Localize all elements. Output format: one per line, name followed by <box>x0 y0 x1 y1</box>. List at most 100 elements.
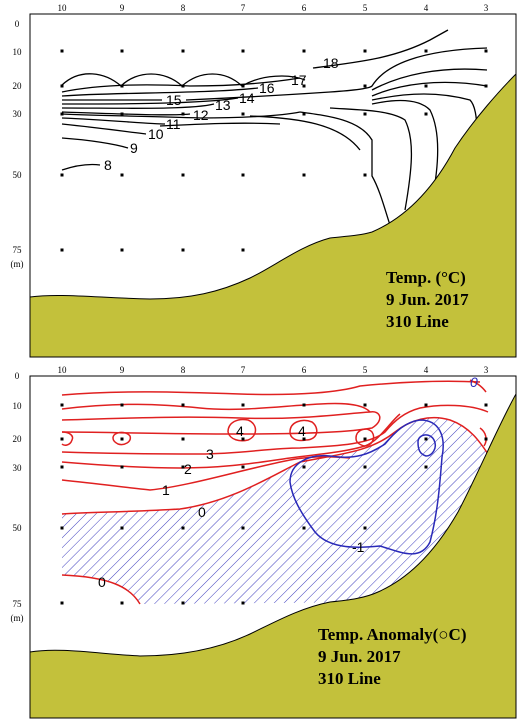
station-sample-dot <box>120 437 124 441</box>
blue-contour-minus1 <box>289 419 444 555</box>
station-sample-dot <box>302 173 306 177</box>
station-label: 8 <box>181 3 186 13</box>
station-sample-dot <box>60 84 64 88</box>
anomaly-label-2: 2 <box>184 461 192 477</box>
station-sample-dot <box>363 403 367 407</box>
station-sample-dot <box>302 49 306 53</box>
contour-16 <box>61 87 259 97</box>
station-label: 4 <box>424 3 429 13</box>
station-sample-dot <box>363 173 367 177</box>
station-sample-dot <box>302 403 306 407</box>
station-label: 9 <box>120 365 125 375</box>
station-sample-dot <box>241 437 245 441</box>
anomaly-panel: 4 4 3 2 1 0 0 -1 0 10 9 8 7 6 5 4 3 0 10… <box>0 362 532 723</box>
station-label: 3 <box>484 365 489 375</box>
station-sample-dot <box>120 465 124 469</box>
red-circle-9 <box>112 431 132 446</box>
red-contour-3-level <box>61 404 489 455</box>
anomaly-station-labels: 10 9 8 7 6 5 4 3 <box>58 365 489 375</box>
station-sample-dot <box>363 437 367 441</box>
label-13: 13 <box>215 97 231 113</box>
temperature-contour-labels: 18 17 16 15 14 13 12 11 10 9 8 <box>104 55 339 173</box>
station-sample-dot <box>424 465 428 469</box>
contour-15b <box>185 47 488 101</box>
station-sample-dot <box>120 601 124 605</box>
contour-right-a <box>371 68 488 91</box>
temperature-sea-bottom <box>29 72 517 358</box>
label-10: 10 <box>148 126 164 142</box>
contour-18 <box>312 29 449 69</box>
station-sample-dot <box>363 112 367 116</box>
station-label: 3 <box>484 3 489 13</box>
station-sample-dot <box>241 248 245 252</box>
station-sample-dot <box>60 49 64 53</box>
depth-label: 50 <box>13 523 23 533</box>
station-sample-dot <box>181 49 185 53</box>
red-circle-10 <box>61 431 74 446</box>
red-contour-4a <box>227 418 257 442</box>
title-line-3: 310 Line <box>318 669 381 688</box>
anomaly-label-3: 3 <box>206 446 214 462</box>
label-8: 8 <box>104 157 112 173</box>
station-sample-dot <box>181 248 185 252</box>
temperature-station-labels: 10 9 8 7 6 5 4 3 <box>58 3 489 13</box>
depth-label: 10 <box>13 47 23 57</box>
station-sample-dot <box>302 465 306 469</box>
station-sample-dot <box>120 403 124 407</box>
contour-lower-right <box>249 115 361 151</box>
station-label: 5 <box>363 3 368 13</box>
station-sample-dot <box>181 403 185 407</box>
anomaly-depth-labels: 0 10 20 30 50 75 (m) <box>11 371 24 623</box>
label-17: 17 <box>291 72 307 88</box>
station-label: 10 <box>58 365 68 375</box>
contour-right-d <box>371 99 439 201</box>
station-sample-dot <box>424 403 428 407</box>
blue-circle-station4 <box>417 434 437 457</box>
station-label: 7 <box>241 365 246 375</box>
label-14: 14 <box>239 90 255 106</box>
contour-inner-8 <box>159 122 281 127</box>
station-sample-dot <box>60 248 64 252</box>
station-sample-dot <box>60 403 64 407</box>
station-sample-dot <box>484 49 488 53</box>
station-sample-dot <box>424 112 428 116</box>
temperature-grid-dots <box>60 49 488 252</box>
station-sample-dot <box>424 437 428 441</box>
depth-label: 30 <box>13 463 23 473</box>
station-sample-dot <box>60 601 64 605</box>
station-sample-dot <box>181 84 185 88</box>
anomaly-sea-bottom <box>29 392 517 719</box>
red-contour-zero-bottom <box>61 574 141 605</box>
depth-unit: (m) <box>11 613 24 623</box>
label-16: 16 <box>259 80 275 96</box>
station-sample-dot <box>60 112 64 116</box>
depth-label: 0 <box>15 19 20 29</box>
contour-9 <box>61 137 129 149</box>
station-sample-dot <box>424 84 428 88</box>
station-label: 4 <box>424 365 429 375</box>
red-contour-top <box>61 380 481 396</box>
label-12: 12 <box>193 107 209 123</box>
station-sample-dot <box>241 49 245 53</box>
depth-label: 75 <box>13 599 23 609</box>
station-sample-dot <box>181 465 185 469</box>
contour-11 <box>61 117 166 125</box>
contour-inner-7 <box>61 111 301 119</box>
station-sample-dot <box>484 84 488 88</box>
anomaly-title: Temp. Anomaly(○C) 9 Jun. 2017 310 Line <box>318 625 466 688</box>
depth-unit: (m) <box>11 259 24 269</box>
contour-right-b <box>371 81 488 97</box>
station-sample-dot <box>181 526 185 530</box>
station-sample-dot <box>60 173 64 177</box>
station-sample-dot <box>120 84 124 88</box>
depth-label: 50 <box>13 170 23 180</box>
station-sample-dot <box>60 465 64 469</box>
title-line-3: 310 Line <box>386 312 449 331</box>
anomaly-label-4b: 4 <box>298 423 306 439</box>
station-sample-dot <box>302 84 306 88</box>
red-contour-corner <box>469 379 487 393</box>
anomaly-contour-labels: 4 4 3 2 1 0 0 -1 0 <box>98 374 478 590</box>
station-label: 10 <box>58 3 68 13</box>
red-contour-3 <box>61 411 381 435</box>
anomaly-label-0-corner: 0 <box>470 374 478 390</box>
